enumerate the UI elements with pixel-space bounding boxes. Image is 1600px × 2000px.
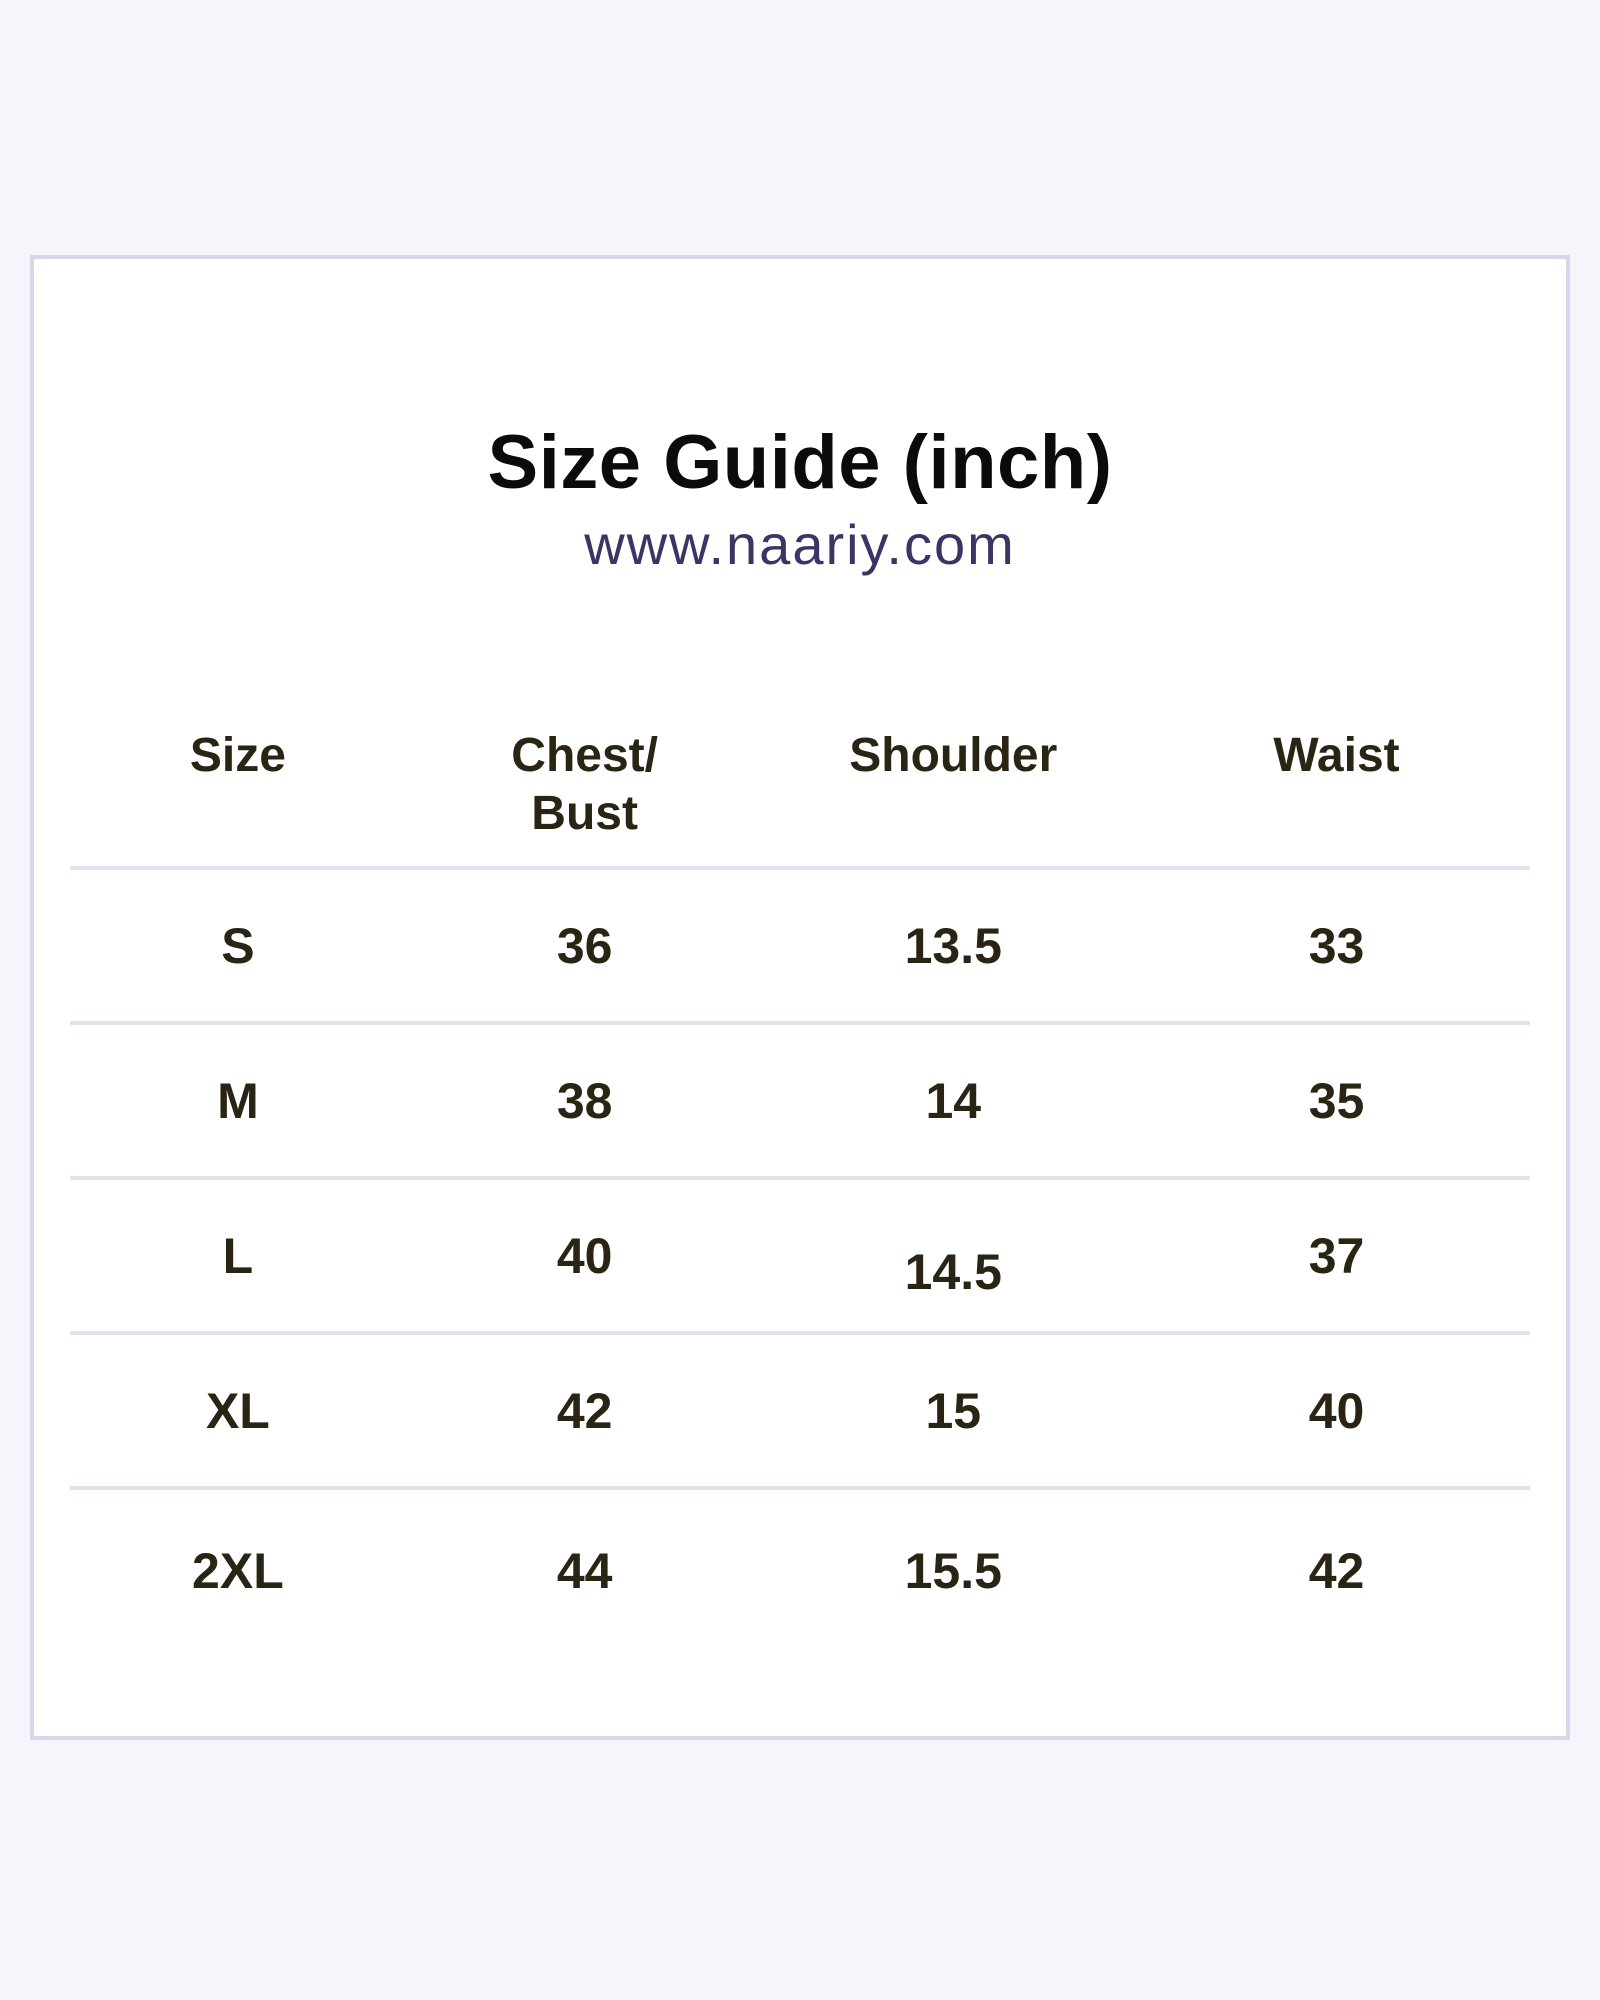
header-size: Size bbox=[189, 729, 286, 782]
waist-cell: 37 bbox=[1308, 1227, 1365, 1284]
size-table: Size Chest/ Bust Shoulder Waist S 36 13.… bbox=[70, 697, 1530, 1652]
table-row: S 36 13.5 33 bbox=[70, 870, 1530, 1025]
header-shoulder: Shoulder bbox=[849, 729, 1058, 782]
size-cell: S bbox=[221, 917, 255, 974]
shoulder-cell: 15.5 bbox=[904, 1543, 1002, 1599]
waist-cell: 33 bbox=[1308, 917, 1365, 974]
website-url: www.naariy.com bbox=[584, 513, 1016, 576]
size-cell: M bbox=[217, 1072, 259, 1129]
chest-bust-cell: 42 bbox=[556, 1382, 613, 1439]
page-title: Size Guide (inch) bbox=[487, 420, 1113, 505]
table-row: 2XL 44 15.5 42 bbox=[70, 1490, 1530, 1652]
table-row: M 38 14 35 bbox=[70, 1025, 1530, 1180]
header-waist: Waist bbox=[1273, 729, 1400, 782]
header-chest-bust: Chest/ Bust bbox=[511, 729, 658, 840]
waist-cell: 35 bbox=[1308, 1072, 1365, 1129]
shoulder-cell: 14.5 bbox=[904, 1243, 1002, 1300]
table-row: XL 42 15 40 bbox=[70, 1335, 1530, 1490]
chest-bust-cell: 40 bbox=[556, 1227, 613, 1284]
size-guide-card: Size Guide (inch) www.naariy.com Size Ch… bbox=[30, 255, 1570, 1740]
size-cell: L bbox=[222, 1227, 254, 1284]
size-cell: XL bbox=[205, 1382, 270, 1439]
chest-bust-cell: 38 bbox=[556, 1072, 613, 1129]
table-row: L 40 14.5 37 bbox=[70, 1180, 1530, 1335]
chest-bust-cell: 44 bbox=[556, 1543, 613, 1599]
size-cell: 2XL bbox=[192, 1543, 284, 1599]
table-header-row: Size Chest/ Bust Shoulder Waist bbox=[70, 697, 1530, 870]
shoulder-cell: 14 bbox=[925, 1072, 982, 1129]
shoulder-cell: 15 bbox=[925, 1382, 982, 1439]
shoulder-cell: 13.5 bbox=[904, 917, 1002, 974]
chest-bust-cell: 36 bbox=[556, 917, 613, 974]
waist-cell: 40 bbox=[1308, 1382, 1365, 1439]
waist-cell: 42 bbox=[1308, 1543, 1365, 1599]
